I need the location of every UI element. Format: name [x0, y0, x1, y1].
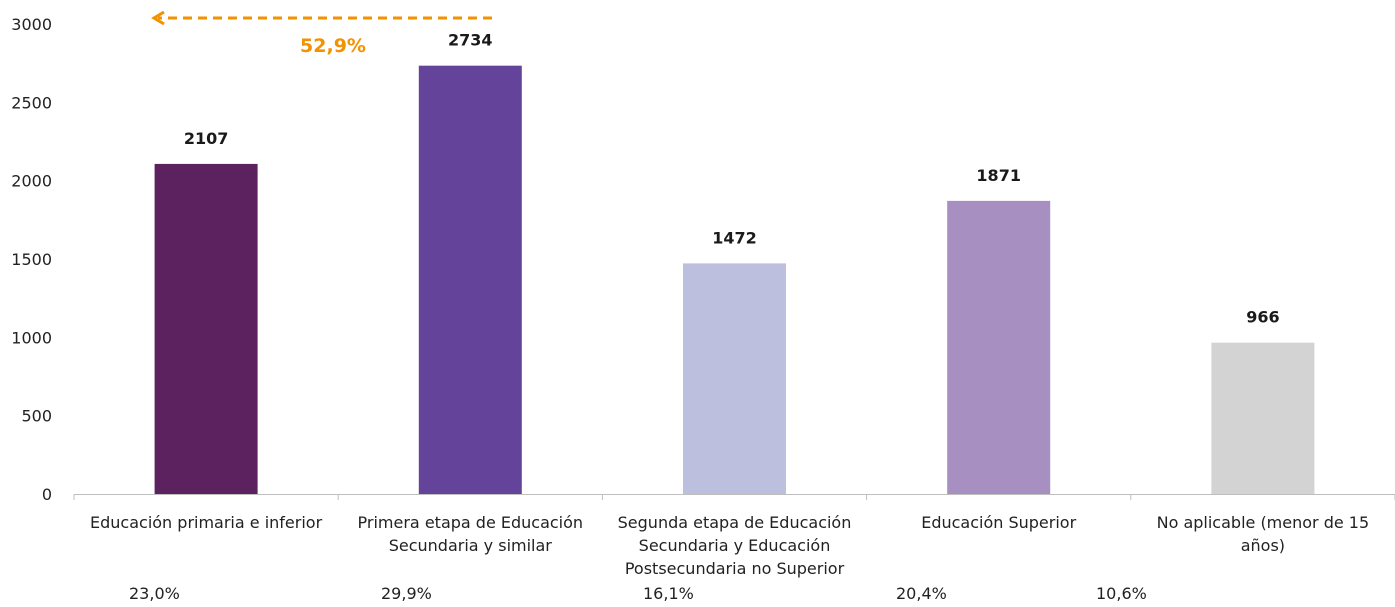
category-label-line: Educación primaria e inferior: [90, 513, 323, 532]
category-label-line: Secundaria y Educación: [638, 536, 831, 555]
category-label-line: Secundaria y similar: [388, 536, 552, 555]
y-tick-label: 0: [42, 485, 52, 504]
category-label: Educación primaria e inferior: [56, 511, 356, 534]
annotation-label: 52,9%: [300, 35, 366, 57]
category-label: Primera etapa de Educación Secundaria y s…: [320, 511, 620, 557]
bar: [1211, 342, 1315, 494]
annotation: 52,9%: [151, 10, 492, 57]
category-label-line: Primera etapa de Educación: [357, 513, 584, 532]
y-tick-label: 2000: [11, 172, 52, 191]
data-label: 1871: [976, 166, 1021, 185]
y-tick-label: 1000: [11, 328, 52, 347]
category-label-line: Educación Superior: [921, 513, 1077, 532]
data-label: 2734: [448, 31, 493, 50]
category-label: No aplicable (menor de 15 años): [1113, 511, 1395, 557]
bar: [947, 200, 1051, 495]
bar: [154, 163, 258, 495]
category-label-line: Segunda etapa de Educación: [617, 513, 852, 532]
x-axis-ticks: [73, 494, 1395, 500]
y-tick-label: 3000: [11, 15, 52, 34]
y-tick-label: 1500: [11, 250, 52, 269]
arrow-head-icon: [151, 10, 165, 26]
percentage-label: 10,6%: [1096, 584, 1147, 603]
data-label: 2107: [184, 129, 229, 148]
category-label-line: Postsecundaria no Superior: [624, 559, 845, 578]
bar: [683, 263, 786, 494]
category-label-line: No aplicable (menor de 15: [1156, 513, 1370, 532]
y-axis-ticks: 0 500 1000 1500 2000 2500 3000: [11, 15, 52, 504]
category-label-line: años): [1240, 536, 1286, 555]
y-tick-label: 2500: [11, 93, 52, 112]
bars: [154, 65, 1315, 495]
data-labels: 2107 2734 1472 1871 966: [184, 31, 1280, 327]
percentage-label: 29,9%: [381, 584, 432, 603]
category-label: Educación Superior: [849, 511, 1149, 534]
data-label: 966: [1246, 308, 1279, 327]
percentage-label: 23,0%: [129, 584, 180, 603]
data-label: 1472: [712, 228, 757, 247]
percentage-label: 20,4%: [896, 584, 947, 603]
category-label: Segunda etapa de Educación Secundaria y E…: [585, 511, 885, 580]
y-tick-label: 500: [21, 407, 52, 426]
bar: [418, 65, 522, 494]
percentage-label: 16,1%: [643, 584, 694, 603]
